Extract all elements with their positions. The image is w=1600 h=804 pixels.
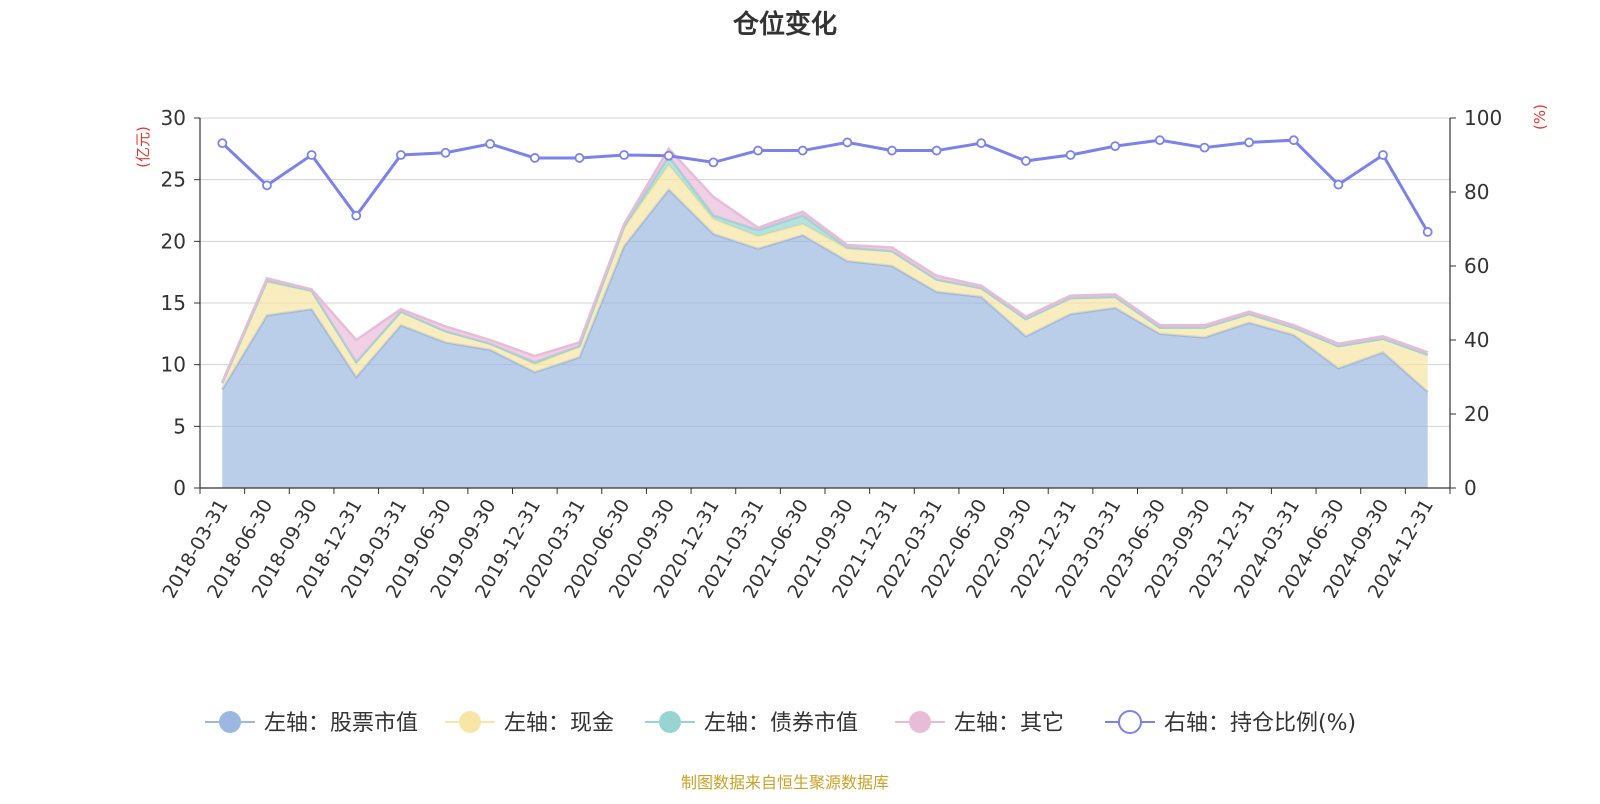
ratio-point — [306, 150, 317, 160]
ratio-point — [1378, 150, 1388, 160]
left-axis-tick-label: 30 — [161, 106, 186, 130]
ratio-point — [1110, 141, 1121, 152]
ratio-point — [931, 145, 942, 156]
ratio-point — [1244, 137, 1255, 148]
ratio-point — [797, 145, 808, 156]
right-axis-tick-label: 20 — [1464, 402, 1489, 426]
chart-title: 仓位变化 — [732, 9, 837, 40]
left-axis-unit: (亿元) — [134, 126, 152, 168]
left-axis-tick-label: 10 — [161, 353, 186, 377]
ratio-point — [1020, 156, 1031, 166]
legend-label: 左轴：债券市值 — [704, 711, 858, 736]
ratio-point — [619, 150, 630, 160]
left-axis-tick-label: 5 — [173, 414, 186, 438]
left-axis-tick-label: 15 — [161, 291, 186, 315]
legend-label: 左轴：现金 — [504, 711, 614, 736]
ratio-point — [217, 138, 228, 149]
ratio-point — [842, 137, 853, 148]
ratio-point — [663, 150, 674, 161]
ratio-point — [574, 153, 585, 163]
ratio-point — [262, 180, 272, 191]
ratio-line-series — [217, 135, 1433, 237]
ratio-point — [351, 210, 362, 221]
ratio-point — [1333, 179, 1344, 190]
left-axis-tick-label: 0 — [173, 476, 186, 500]
ratio-line — [221, 138, 1429, 233]
legend-marker — [659, 711, 681, 733]
ratio-point — [1154, 135, 1165, 146]
ratio-point — [395, 150, 406, 160]
area-line-左轴：其它 — [221, 146, 1429, 383]
area-左轴：股票市值 — [222, 189, 1428, 488]
ratio-point — [1288, 135, 1299, 146]
left-axis-tick-label: 20 — [161, 229, 186, 253]
right-axis-unit: (%) — [1531, 104, 1549, 130]
right-axis-tick-label: 100 — [1464, 106, 1502, 130]
legend-marker — [909, 711, 931, 733]
right-axis-tick-label: 80 — [1464, 180, 1489, 204]
legend-label: 右轴：持仓比例(%) — [1164, 711, 1356, 736]
data-source-note: 制图数据来自恒生聚源数据库 — [681, 773, 889, 792]
left-axis-tick-label: 25 — [161, 168, 186, 192]
legend: 左轴：股票市值 左轴：现金 左轴：债券市值 左轴：其它 右轴：持仓比例(%) — [205, 710, 1356, 736]
legend-marker — [459, 711, 481, 733]
legend-label: 左轴：其它 — [954, 711, 1064, 736]
stacked-areas — [221, 146, 1429, 488]
ratio-point — [485, 138, 496, 149]
ratio-point — [708, 157, 719, 168]
right-axis-tick-label: 40 — [1464, 328, 1489, 352]
legend-marker — [219, 711, 241, 733]
ratio-point — [529, 153, 540, 163]
legend-marker — [1118, 710, 1142, 734]
right-axis-tick-label: 60 — [1464, 254, 1489, 278]
right-axis-tick-label: 0 — [1464, 476, 1477, 500]
ratio-point — [753, 145, 763, 156]
ratio-point — [1065, 150, 1076, 160]
legend-label: 左轴：股票市值 — [264, 711, 418, 736]
ratio-point — [440, 147, 451, 158]
ratio-point — [1199, 142, 1210, 153]
ratio-point — [887, 145, 897, 156]
ratio-point — [1422, 227, 1433, 237]
ratio-point — [976, 138, 987, 149]
